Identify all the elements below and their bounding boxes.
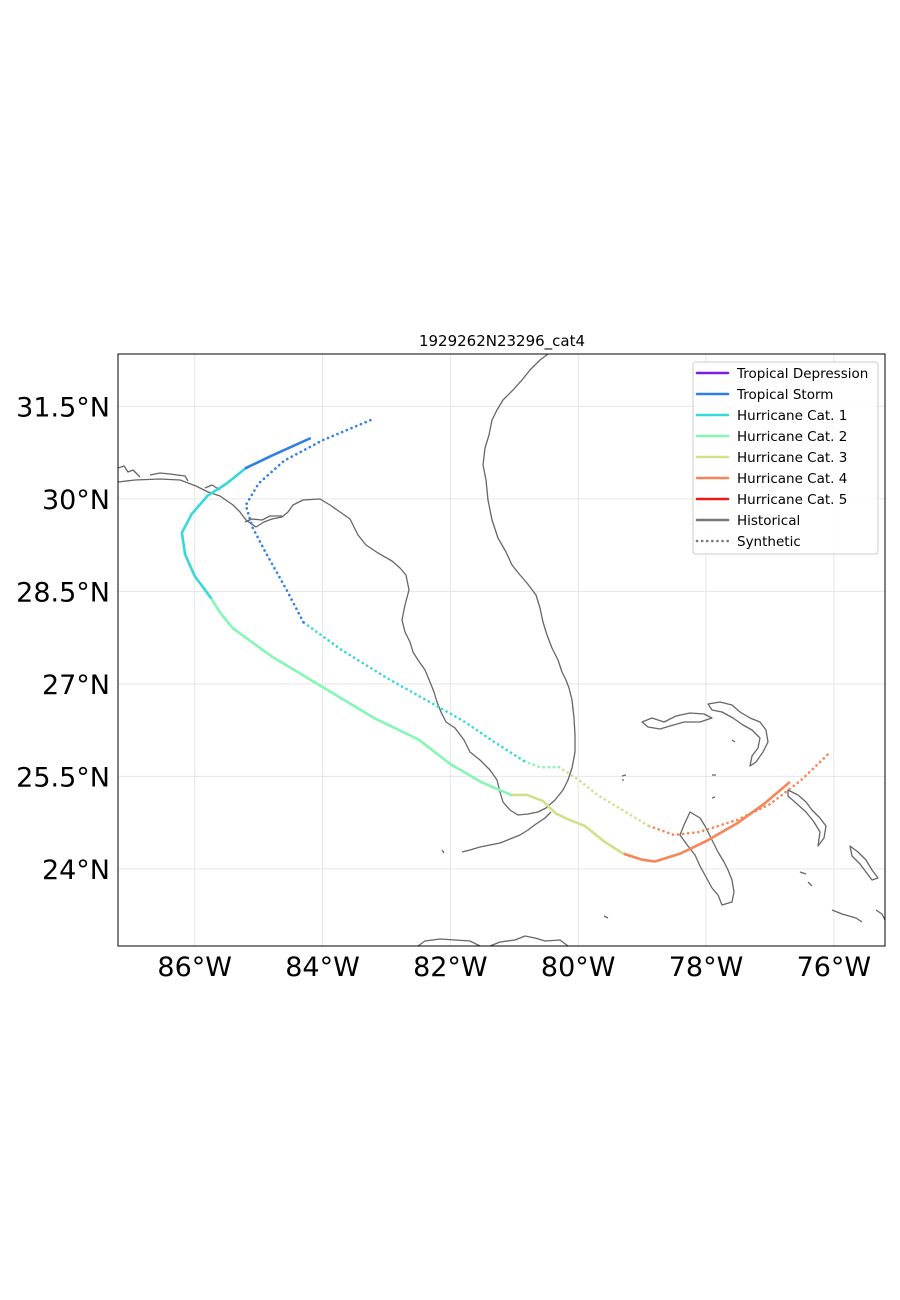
storm-tracks [180, 417, 829, 863]
legend-label: Tropical Storm [736, 387, 833, 403]
historical-track-cat1 [180, 466, 248, 599]
synthetic-track-tropical-storm [244, 417, 375, 624]
x-tick-label: 80°W [541, 952, 616, 983]
x-tick-label: 82°W [413, 952, 488, 983]
x-tick-label: 76°W [797, 952, 872, 983]
legend-label: Hurricane Cat. 4 [737, 471, 847, 487]
coastline-abaco [707, 701, 769, 767]
x-tick-label: 78°W [669, 952, 744, 983]
legend-box [692, 361, 879, 555]
coastline-cat-island [849, 845, 879, 881]
y-axis-ticks: 31.5°N 30°N 28.5°N 27°N 25.5°N 24°N [16, 392, 110, 886]
coastline-gulf-coast [118, 354, 576, 816]
y-tick-label: 31.5°N [16, 392, 110, 423]
y-tick-label: 25.5°N [16, 762, 110, 793]
synthetic-track-cat1 [302, 621, 526, 763]
coastline-eleuthera [787, 789, 827, 847]
legend: Tropical Depression Tropical Storm Hurrica… [692, 361, 879, 555]
coastline-cuba [417, 935, 569, 946]
coastline-panhandle-bays [118, 465, 282, 523]
plot-frame [117, 353, 886, 947]
y-tick-label: 30°N [42, 485, 110, 516]
coastline-florida-keys [441, 811, 552, 854]
coastlines [118, 354, 885, 946]
legend-label: Historical [737, 513, 800, 529]
x-tick-label: 86°W [157, 952, 232, 983]
y-tick-label: 28.5°N [16, 577, 110, 608]
historical-track-cat2 [209, 596, 513, 797]
coastline-andros [679, 811, 735, 906]
legend-label: Hurricane Cat. 1 [737, 408, 847, 424]
x-axis-ticks: 86°W 84°W 82°W 80°W 78°W 76°W [157, 952, 871, 983]
historical-track-tropical-storm [244, 437, 312, 470]
legend-label: Hurricane Cat. 3 [737, 450, 847, 466]
x-tick-label: 84°W [285, 952, 360, 983]
y-tick-label: 27°N [42, 670, 110, 701]
legend-label: Synthetic [737, 534, 801, 550]
historical-track-cat4 [621, 781, 791, 863]
legend-label: Tropical Depression [736, 366, 868, 382]
coastline-small-cays [603, 739, 885, 923]
synthetic-track-cat4 [647, 753, 829, 837]
legend-label: Hurricane Cat. 2 [737, 429, 847, 445]
historical-track-cat3 [509, 793, 625, 855]
coastline-grand-bahama [641, 712, 713, 730]
legend-label: Hurricane Cat. 5 [737, 492, 847, 508]
synthetic-track-cat3 [557, 765, 650, 828]
map-title: 1929262N23296_cat4 [419, 332, 585, 351]
y-tick-label: 24°N [42, 855, 110, 886]
synthetic-track-cat2 [522, 759, 561, 769]
